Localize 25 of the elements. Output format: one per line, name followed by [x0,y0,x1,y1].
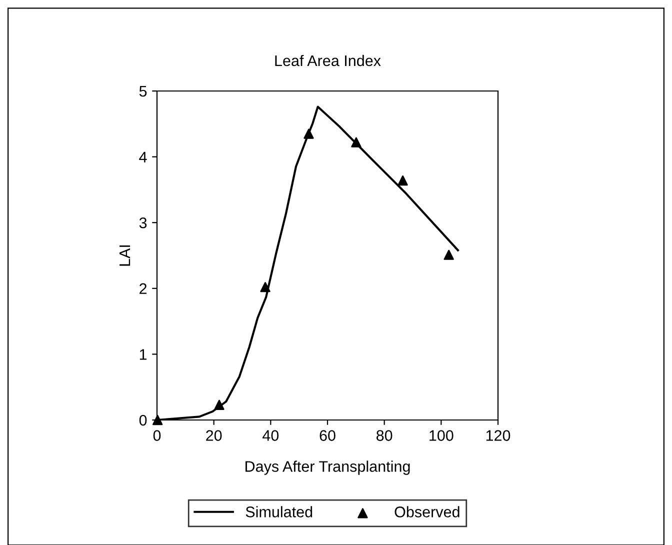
point [304,128,314,139]
x-tick-label: 120 [486,430,510,441]
x-tick-label: 80 [376,430,392,441]
x-tick-label: 0 [153,430,161,441]
chart-title: Leaf Area Index [275,54,381,66]
x-tick-label: 40 [262,430,279,441]
x-axis-title: Days After Transplanting [246,460,410,475]
point [444,250,454,260]
y-tick-label: 1 [140,349,147,360]
y-tick-label: 4 [139,152,147,162]
point [152,414,163,426]
x-tick-label: 100 [430,430,454,441]
x-tick-label: 20 [206,430,222,441]
point [260,282,270,292]
point [214,400,224,410]
y-axis-title: LAI [120,245,130,266]
y-tick-label: 2 [140,283,147,294]
legend-label: Observed [394,506,460,518]
y-tick-label: 5 [139,86,147,97]
point [398,175,408,186]
y-tick-label: 0 [139,414,147,426]
legend-label: Simulated [246,506,312,518]
point [351,137,362,148]
y-tick-label: 3 [139,217,147,228]
x-tick-label: 60 [320,430,336,441]
